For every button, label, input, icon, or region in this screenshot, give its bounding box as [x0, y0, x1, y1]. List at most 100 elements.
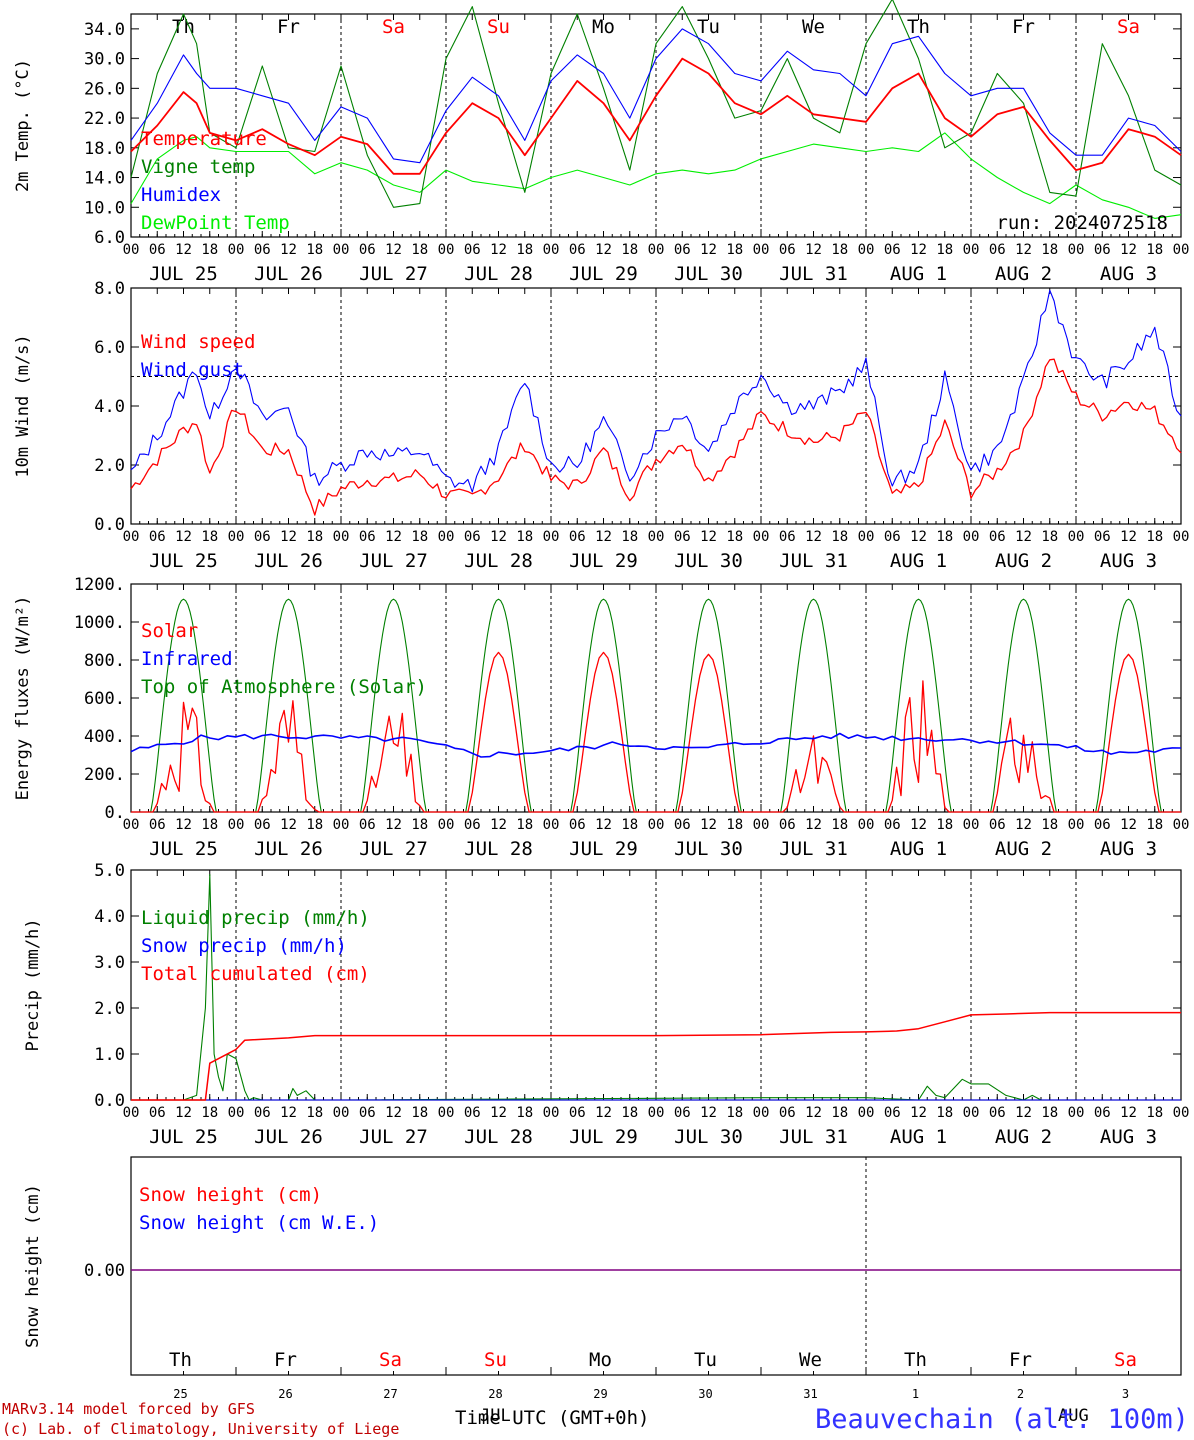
legend-entry: Temperature	[141, 128, 267, 150]
hour-tick-label: 18	[936, 529, 953, 545]
hour-tick-label: 00	[648, 242, 665, 258]
legend-entry: Infrared	[141, 648, 233, 670]
date-label: JUL 31	[779, 1126, 848, 1148]
date-label: JUL 30	[674, 838, 743, 860]
hour-tick-label: 12	[805, 817, 822, 833]
y-tick-label: 5.0	[94, 861, 125, 881]
legend-entry: Wind speed	[141, 331, 255, 353]
hour-tick-label: 12	[805, 242, 822, 258]
hour-tick-label: 00	[438, 1105, 455, 1121]
day-abbr-label: Fr	[277, 16, 300, 38]
date-label: AUG 1	[890, 838, 947, 860]
hour-tick-label: 00	[858, 529, 875, 545]
date-label: JUL 26	[254, 263, 323, 285]
hour-tick-label: 06	[1094, 242, 1111, 258]
y-tick-label: 0.	[105, 803, 125, 823]
hour-tick-label: 18	[726, 529, 743, 545]
hour-tick-label: 18	[411, 529, 428, 545]
hour-tick-label: 00	[963, 1105, 980, 1121]
date-label: JUL 25	[149, 550, 218, 572]
hour-tick-label: 00	[543, 242, 560, 258]
hour-tick-label: 00	[543, 529, 560, 545]
hour-tick-label: 18	[201, 1105, 218, 1121]
hour-tick-label: 06	[989, 1105, 1006, 1121]
y-tick-label: 400.	[84, 727, 125, 747]
hour-tick-label: 12	[700, 1105, 717, 1121]
hour-tick-label: 18	[516, 1105, 533, 1121]
hour-tick-label: 00	[438, 817, 455, 833]
legend-entry: Liquid precip (mm/h)	[141, 907, 370, 929]
hour-tick-label: 18	[621, 242, 638, 258]
day-number-label: 26	[278, 1387, 292, 1401]
hour-tick-label: 00	[1173, 529, 1190, 545]
hour-tick-label: 12	[1120, 529, 1137, 545]
date-label: AUG 1	[890, 1126, 947, 1148]
y-tick-label: 6.0	[94, 338, 125, 358]
temp-series: Th Fr Sa Su Mo Tu We Th Fr Sa Temperature Vigne tem…	[130, 0, 1182, 234]
date-label: JUL 29	[569, 550, 638, 572]
legend-entry: DewPoint Temp	[141, 212, 290, 234]
legend-entry: Vigne temp	[141, 156, 255, 178]
hour-tick-label: 06	[1094, 529, 1111, 545]
hour-tick-label: 12	[385, 529, 402, 545]
hour-tick-label: 18	[831, 817, 848, 833]
legend-entry: Solar	[141, 620, 198, 642]
hour-tick-label: 06	[464, 817, 481, 833]
hour-tick-label: 18	[201, 242, 218, 258]
hour-tick-label: 06	[254, 817, 271, 833]
hour-tick-label: 18	[936, 242, 953, 258]
hour-tick-label: 06	[1094, 1105, 1111, 1121]
y-tick-label: 800.	[84, 651, 125, 671]
day-abbr-label: Th	[904, 1349, 927, 1371]
date-label: JUL 26	[254, 550, 323, 572]
hour-tick-label: 18	[726, 1105, 743, 1121]
hour-tick-label: 06	[359, 242, 376, 258]
date-label: AUG 1	[890, 550, 947, 572]
series-temperature	[130, 57, 1182, 175]
hour-tick-label: 00	[648, 1105, 665, 1121]
hour-tick-label: 00	[858, 1105, 875, 1121]
hour-tick-label: 18	[621, 1105, 638, 1121]
hour-tick-label: 06	[359, 1105, 376, 1121]
hour-tick-label: 12	[175, 1105, 192, 1121]
hour-tick-label: 18	[621, 817, 638, 833]
hour-tick-label: 06	[569, 242, 586, 258]
y-tick-label: 2.0	[94, 456, 125, 476]
energy-series: Solar Infrared Top of Atmosphere (Solar)	[130, 598, 1182, 813]
hour-tick-label: 12	[280, 1105, 297, 1121]
hour-tick-label: 18	[831, 242, 848, 258]
date-label: JUL 31	[779, 263, 848, 285]
hour-tick-label: 12	[805, 529, 822, 545]
day-abbr-label: We	[799, 1349, 822, 1371]
y-tick-label: 200.	[84, 765, 125, 785]
hour-tick-label: 12	[280, 817, 297, 833]
series-wind-speed	[130, 358, 1182, 516]
series-total	[131, 1011, 1181, 1101]
day-abbr-label: Sa	[382, 16, 405, 38]
hour-tick-label: 12	[385, 242, 402, 258]
hour-tick-label: 06	[464, 1105, 481, 1121]
hour-tick-label: 12	[490, 817, 507, 833]
hour-tick-label: 12	[175, 817, 192, 833]
hour-tick-label: 18	[1041, 529, 1058, 545]
y-tick-label: 26.0	[84, 79, 125, 99]
hour-tick-label: 00	[543, 817, 560, 833]
hour-tick-label: 00	[333, 817, 350, 833]
legend-entry: Snow height (cm)	[139, 1184, 322, 1206]
hour-tick-label: 00	[963, 529, 980, 545]
hour-tick-label: 12	[1015, 1105, 1032, 1121]
hour-tick-label: 12	[595, 817, 612, 833]
hour-tick-label: 18	[411, 1105, 428, 1121]
y-tick-label: 2.0	[94, 999, 125, 1019]
hour-tick-label: 06	[464, 242, 481, 258]
hour-tick-label: 00	[228, 242, 245, 258]
hour-tick-label: 06	[359, 817, 376, 833]
legend-entry: Humidex	[141, 184, 221, 206]
day-number-label: 1	[912, 1387, 919, 1401]
date-label: AUG 2	[995, 550, 1052, 572]
legend-entry: Wind gust	[141, 359, 244, 381]
day-number-label: 30	[698, 1387, 712, 1401]
hour-tick-label: 00	[438, 242, 455, 258]
date-label: JUL 25	[149, 1126, 218, 1148]
hour-tick-label: 18	[411, 242, 428, 258]
